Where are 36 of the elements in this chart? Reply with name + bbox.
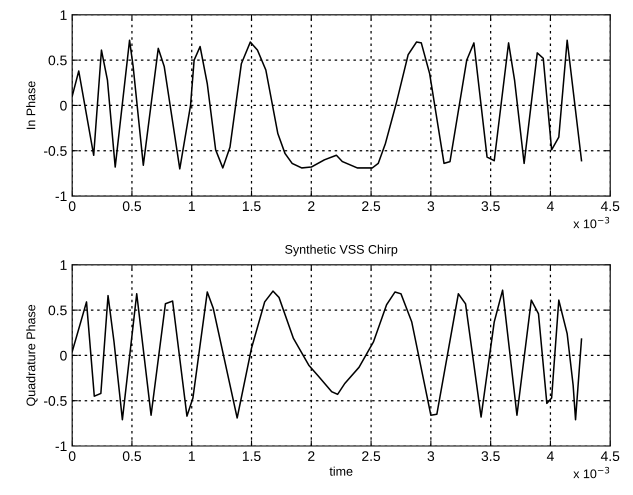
y-tick-label: 0: [60, 100, 67, 111]
y-tick-label: 0: [60, 350, 67, 361]
y-tick-label: 1: [60, 10, 67, 20]
x-tick-label: 3.5: [482, 201, 500, 212]
y-tick-label: 0.5: [48, 55, 67, 66]
text: x 10$^{−3}$: [573, 466, 610, 478]
x-tick-label: 3.5: [482, 451, 500, 462]
x-tick-label: 2.5: [362, 201, 380, 212]
x-tick-label: 0.5: [122, 201, 142, 212]
y-tick-label: -0.5: [44, 146, 67, 156]
x-tick-label: 4: [546, 201, 554, 211]
y-tick-label: 1: [60, 260, 67, 270]
x-axis-title: time: [330, 466, 352, 476]
x-tick-label: 4: [546, 451, 554, 461]
x-tick-label: 1.5: [242, 201, 261, 212]
x-tick-label: 2: [308, 451, 314, 461]
y-tick-label: -1: [56, 441, 67, 452]
x-tick-label: 1.5: [242, 451, 261, 462]
chart-title: Synthetic VSS Chirp: [285, 244, 398, 256]
x-tick-label: 2: [308, 201, 314, 211]
x-tick-label: 2.5: [362, 451, 380, 462]
y-axis-title: Quadrature Phase: [26, 304, 38, 406]
x-tick-label: 3: [428, 451, 434, 462]
y-tick-label: 0.5: [48, 305, 67, 316]
y-tick-label: -1: [56, 191, 67, 202]
text: x 10$^{−3}$: [573, 216, 610, 228]
x-tick-label: 4.5: [600, 201, 620, 212]
x-tick-label: 3: [428, 201, 434, 212]
x-tick-label: 4.5: [600, 451, 620, 462]
x-tick-label: 0: [68, 201, 76, 212]
x-tick-label: 1: [188, 451, 195, 461]
y-axis-title: In Phase: [26, 81, 36, 129]
y-tick-label: -0.5: [44, 396, 67, 406]
x-tick-label: 0.5: [122, 451, 142, 462]
x-tick-label: 0: [68, 451, 76, 462]
x-tick-label: 1: [188, 201, 195, 211]
